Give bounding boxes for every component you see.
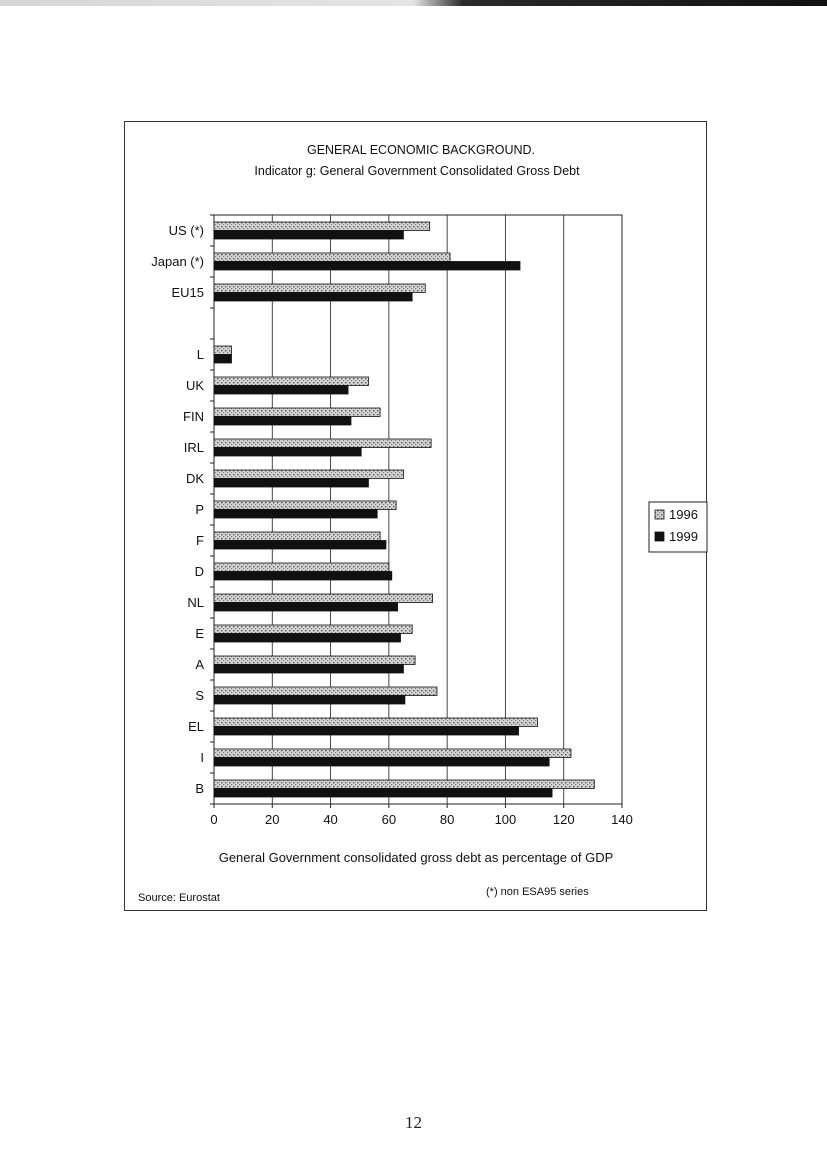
bar-1996	[213, 345, 232, 355]
category-label: IRL	[184, 440, 204, 455]
category-label: Japan (*)	[151, 254, 204, 269]
bar-1996	[213, 562, 390, 572]
category-label: L	[197, 347, 204, 362]
bar-1999	[213, 416, 352, 426]
bar-1996	[213, 748, 572, 758]
legend-swatch-1999	[654, 531, 665, 542]
category-label: A	[195, 657, 204, 672]
category-label: EU15	[171, 285, 204, 300]
category-label: F	[196, 533, 204, 548]
bar-1996	[213, 624, 413, 634]
category-label: FIN	[183, 409, 204, 424]
bar-1999	[213, 509, 378, 519]
page-number: 12	[405, 1113, 422, 1132]
bar-chart: GENERAL ECONOMIC BACKGROUND. Indicator g…	[138, 143, 708, 904]
bar-1999	[213, 571, 393, 581]
legend-label-1999: 1999	[669, 529, 698, 544]
bar-1999	[213, 540, 387, 550]
bar-1996	[213, 500, 397, 510]
category-label: UK	[186, 378, 204, 393]
bar-1996	[213, 779, 595, 789]
category-label: DK	[186, 471, 204, 486]
x-tick-label: 140	[611, 812, 633, 827]
bar-1999	[213, 354, 232, 364]
bar-1999	[213, 726, 519, 736]
bar-1996	[213, 469, 404, 479]
bar-1999	[213, 385, 349, 395]
category-label: P	[195, 502, 204, 517]
bar-1996	[213, 221, 431, 231]
bar-1996	[213, 717, 538, 727]
bar-1999	[213, 788, 553, 798]
bar-1996	[213, 283, 426, 293]
bar-1999	[213, 602, 399, 612]
x-tick-label: 120	[553, 812, 575, 827]
bar-1996	[213, 655, 416, 665]
bar-1999	[213, 757, 550, 767]
bar-1996	[213, 531, 381, 541]
x-tick-label: 100	[495, 812, 517, 827]
category-label: I	[200, 750, 204, 765]
bar-1996	[213, 376, 369, 386]
chart-frame: GENERAL ECONOMIC BACKGROUND. Indicator g…	[124, 121, 708, 911]
footnote: (*) non ESA95 series	[486, 886, 589, 898]
bar-1996	[213, 438, 432, 448]
category-label: D	[195, 564, 204, 579]
x-tick-label: 80	[440, 812, 454, 827]
bar-1996	[213, 686, 438, 696]
bar-1999	[213, 695, 406, 705]
bar-1999	[213, 261, 521, 271]
scan-edge	[0, 0, 827, 6]
source-note: Source: Eurostat	[138, 892, 220, 904]
chart-subtitle: Indicator g: General Government Consolid…	[254, 164, 580, 178]
x-tick-label: 20	[265, 812, 279, 827]
bar-1999	[213, 447, 362, 457]
bar-1999	[213, 230, 404, 240]
category-label: E	[195, 626, 204, 641]
bar-1996	[213, 252, 451, 262]
x-tick-label: 40	[323, 812, 337, 827]
chart-title: GENERAL ECONOMIC BACKGROUND.	[307, 143, 535, 157]
category-label: EL	[188, 719, 204, 734]
bar-1999	[213, 633, 401, 643]
x-axis-title: General Government consolidated gross de…	[219, 850, 614, 865]
category-label: S	[195, 688, 204, 703]
x-tick-label: 0	[210, 812, 217, 827]
category-label: B	[195, 781, 204, 796]
legend-label-1996: 1996	[669, 507, 698, 522]
bar-1999	[213, 292, 413, 302]
bar-1996	[213, 593, 433, 603]
bar-1999	[213, 478, 369, 488]
bar-1999	[213, 664, 404, 674]
bar-1996	[213, 407, 381, 417]
category-label: US (*)	[169, 223, 204, 238]
category-label: NL	[187, 595, 204, 610]
x-tick-label: 60	[382, 812, 396, 827]
legend-swatch-1996	[654, 509, 665, 520]
